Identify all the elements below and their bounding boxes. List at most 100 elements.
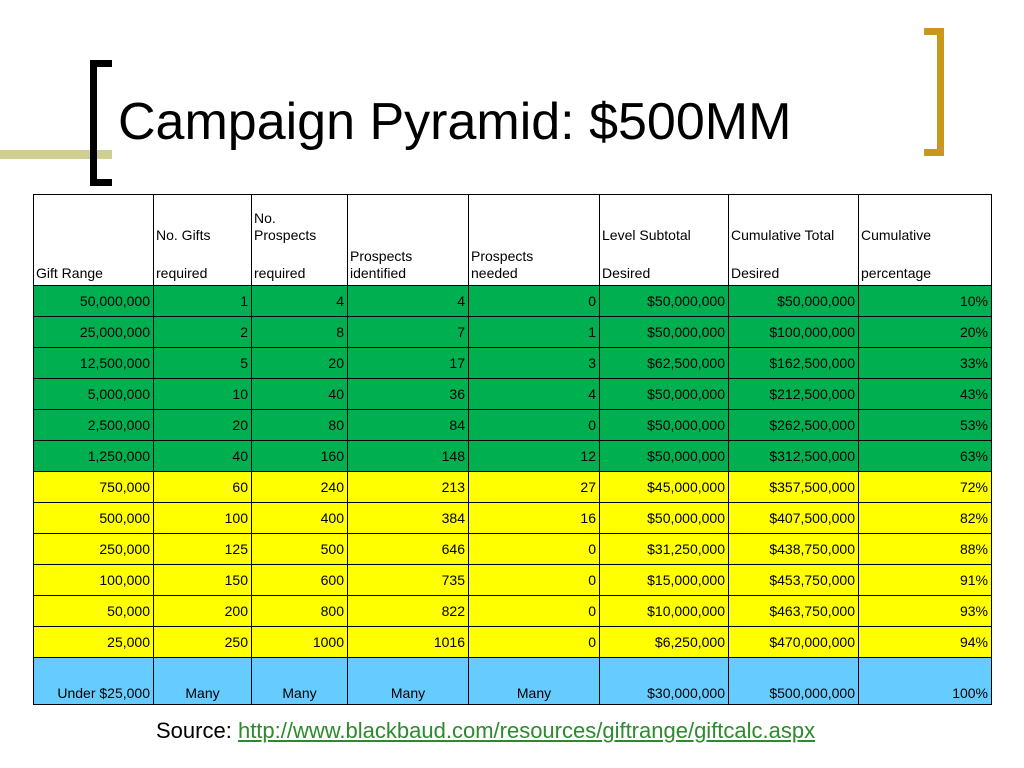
cell-cumulative-percentage: 88% bbox=[858, 533, 992, 565]
cell-cumulative-total: $500,000,000 bbox=[728, 657, 859, 705]
cell-gift-range: 25,000 bbox=[33, 626, 154, 658]
campaign-pyramid-table: Gift Range No. Gifts required No. Prospe… bbox=[33, 194, 992, 705]
source-link[interactable]: http://www.blackbaud.com/resources/giftr… bbox=[237, 718, 816, 743]
header-gift-range: Gift Range bbox=[33, 194, 154, 286]
cell-no-prospects: 1000 bbox=[251, 626, 348, 658]
cell-prospects-needed: 0 bbox=[468, 285, 600, 317]
cell-cumulative-total: $262,500,000 bbox=[728, 409, 859, 441]
cell-gift-range: 12,500,000 bbox=[33, 347, 154, 379]
table-row: 50,000,000 1 4 4 0 $50,000,000 $50,000,000 10% bbox=[33, 285, 992, 317]
right-bracket-decoration bbox=[924, 28, 944, 156]
table-body: 50,000,000 1 4 4 0 $50,000,000 $50,000,000 10% 2… bbox=[33, 285, 992, 705]
table-row: 250,000 125 500 646 0 $31,250,000 $438,750,000… bbox=[33, 533, 992, 565]
cell-level-subtotal: $50,000,000 bbox=[599, 440, 729, 472]
cell-level-subtotal: $50,000,000 bbox=[599, 316, 729, 348]
cell-level-subtotal: $10,000,000 bbox=[599, 595, 729, 627]
cell-cumulative-percentage: 82% bbox=[858, 502, 992, 534]
header-prospects-needed: Prospects needed bbox=[468, 194, 600, 286]
header-level-subtotal: Level Subtotal Desired bbox=[599, 194, 729, 286]
cell-gift-range: 1,250,000 bbox=[33, 440, 154, 472]
cell-no-prospects: 400 bbox=[251, 502, 348, 534]
cell-cumulative-percentage: 33% bbox=[858, 347, 992, 379]
cell-no-prospects: 500 bbox=[251, 533, 348, 565]
table-row: 500,000 100 400 384 16 $50,000,000 $407,500,00… bbox=[33, 502, 992, 534]
cell-cumulative-total: $470,000,000 bbox=[728, 626, 859, 658]
cell-cumulative-total: $438,750,000 bbox=[728, 533, 859, 565]
cell-prospects-needed: 4 bbox=[468, 378, 600, 410]
cell-gift-range: 500,000 bbox=[33, 502, 154, 534]
cell-gift-range: 750,000 bbox=[33, 471, 154, 503]
cell-prospects-identified: 646 bbox=[347, 533, 469, 565]
table-row: 2,500,000 20 80 84 0 $50,000,000 $262,500,000 5… bbox=[33, 409, 992, 441]
cell-no-gifts: 5 bbox=[153, 347, 252, 379]
table-row: 5,000,000 10 40 36 4 $50,000,000 $212,500,000 4… bbox=[33, 378, 992, 410]
left-bracket-decoration bbox=[90, 60, 112, 186]
cell-prospects-identified: 735 bbox=[347, 564, 469, 596]
cell-cumulative-percentage: 43% bbox=[858, 378, 992, 410]
cell-no-prospects: 40 bbox=[251, 378, 348, 410]
cell-cumulative-total: $463,750,000 bbox=[728, 595, 859, 627]
cell-no-gifts: 125 bbox=[153, 533, 252, 565]
cell-no-gifts: 250 bbox=[153, 626, 252, 658]
cell-prospects-identified: 1016 bbox=[347, 626, 469, 658]
table-row: 25,000 250 1000 1016 0 $6,250,000 $470,000,000… bbox=[33, 626, 992, 658]
cell-cumulative-percentage: 20% bbox=[858, 316, 992, 348]
cell-prospects-needed: 3 bbox=[468, 347, 600, 379]
cell-prospects-identified: 7 bbox=[347, 316, 469, 348]
cell-no-prospects: 80 bbox=[251, 409, 348, 441]
cell-prospects-needed: 0 bbox=[468, 595, 600, 627]
header-no-gifts: No. Gifts required bbox=[153, 194, 252, 286]
cell-prospects-needed: Many bbox=[468, 657, 600, 705]
cell-cumulative-percentage: 63% bbox=[858, 440, 992, 472]
cell-no-prospects: 160 bbox=[251, 440, 348, 472]
table-row: 25,000,000 2 8 7 1 $50,000,000 $100,000,000 20% bbox=[33, 316, 992, 348]
cell-prospects-needed: 0 bbox=[468, 533, 600, 565]
cell-no-gifts: 40 bbox=[153, 440, 252, 472]
cell-no-gifts: Many bbox=[153, 657, 252, 705]
cell-gift-range: 250,000 bbox=[33, 533, 154, 565]
cell-prospects-needed: 0 bbox=[468, 564, 600, 596]
cell-cumulative-total: $100,000,000 bbox=[728, 316, 859, 348]
table-row: 50,000 200 800 822 0 $10,000,000 $463,750,000 9… bbox=[33, 595, 992, 627]
cell-no-gifts: 100 bbox=[153, 502, 252, 534]
cell-prospects-needed: 1 bbox=[468, 316, 600, 348]
cell-prospects-identified: Many bbox=[347, 657, 469, 705]
cell-no-prospects: 240 bbox=[251, 471, 348, 503]
cell-prospects-identified: 17 bbox=[347, 347, 469, 379]
cell-gift-range: Under $25,000 bbox=[33, 657, 154, 705]
cell-no-gifts: 2 bbox=[153, 316, 252, 348]
cell-prospects-needed: 12 bbox=[468, 440, 600, 472]
table-row: 12,500,000 5 20 17 3 $62,500,000 $162,500,000 3… bbox=[33, 347, 992, 379]
cell-no-gifts: 200 bbox=[153, 595, 252, 627]
cell-no-gifts: 1 bbox=[153, 285, 252, 317]
cell-no-prospects: 600 bbox=[251, 564, 348, 596]
cell-cumulative-percentage: 10% bbox=[858, 285, 992, 317]
cell-gift-range: 50,000 bbox=[33, 595, 154, 627]
table-row: Under $25,000 Many Many Many Many $30,000,000… bbox=[33, 657, 992, 705]
cell-level-subtotal: $50,000,000 bbox=[599, 378, 729, 410]
cell-gift-range: 100,000 bbox=[33, 564, 154, 596]
cell-level-subtotal: $30,000,000 bbox=[599, 657, 729, 705]
cell-prospects-needed: 0 bbox=[468, 626, 600, 658]
cell-cumulative-total: $312,500,000 bbox=[728, 440, 859, 472]
cell-cumulative-total: $357,500,000 bbox=[728, 471, 859, 503]
cell-prospects-identified: 384 bbox=[347, 502, 469, 534]
cell-cumulative-total: $162,500,000 bbox=[728, 347, 859, 379]
cell-cumulative-total: $50,000,000 bbox=[728, 285, 859, 317]
cell-level-subtotal: $50,000,000 bbox=[599, 285, 729, 317]
cell-level-subtotal: $62,500,000 bbox=[599, 347, 729, 379]
cell-prospects-needed: 27 bbox=[468, 471, 600, 503]
header-no-prospects: No. Prospects required bbox=[251, 194, 348, 286]
header-prospects-identified: Prospects identified bbox=[347, 194, 469, 286]
cell-cumulative-percentage: 91% bbox=[858, 564, 992, 596]
cell-prospects-identified: 84 bbox=[347, 409, 469, 441]
cell-level-subtotal: $6,250,000 bbox=[599, 626, 729, 658]
cell-level-subtotal: $15,000,000 bbox=[599, 564, 729, 596]
cell-level-subtotal: $50,000,000 bbox=[599, 502, 729, 534]
cell-gift-range: 25,000,000 bbox=[33, 316, 154, 348]
cell-no-prospects: 4 bbox=[251, 285, 348, 317]
source-label: Source: bbox=[156, 718, 232, 743]
cell-level-subtotal: $31,250,000 bbox=[599, 533, 729, 565]
cell-no-gifts: 60 bbox=[153, 471, 252, 503]
cell-cumulative-total: $407,500,000 bbox=[728, 502, 859, 534]
